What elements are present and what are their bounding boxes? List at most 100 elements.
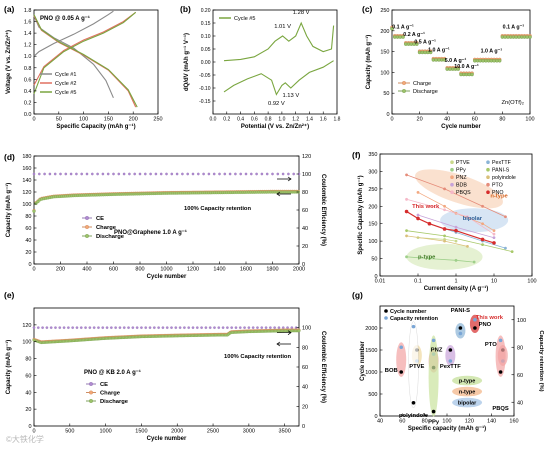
region-label: p-type (459, 379, 476, 385)
series-line-cycle5 (223, 60, 334, 96)
ce-point (36, 326, 40, 329)
x-tick-label: 140 (487, 419, 496, 425)
ce-point (244, 172, 248, 176)
x-axis-label: Cycle number (147, 274, 187, 280)
discharge-point (470, 72, 474, 77)
ce-point (174, 326, 178, 329)
ce-point (59, 172, 62, 176)
y-tick-label: 60 (25, 373, 31, 379)
region-n-type (415, 169, 503, 209)
ce-point (178, 326, 182, 329)
x-tick-label: 0.2 (223, 117, 230, 123)
ce-point (54, 326, 57, 329)
discharge-point (36, 200, 40, 204)
x-tick-label: 3000 (243, 429, 255, 435)
ce-point (255, 172, 258, 176)
legend-label: PNO (492, 190, 503, 196)
y-tick-label: 40 (25, 390, 31, 396)
y-tick-label: 40 (25, 238, 31, 244)
x-tick-label: 100 (79, 117, 88, 123)
x-tick-label: 0.0 (210, 117, 217, 123)
cycle-point-bob (399, 370, 404, 374)
ce-point (92, 326, 96, 329)
panel-label: (d) (4, 152, 15, 162)
x-tick-label: 1800 (266, 267, 278, 273)
series-point-ppy (454, 258, 458, 262)
y-tick-label: 180 (22, 154, 31, 160)
y-tick-label: 0 (28, 424, 31, 430)
discharge-point (528, 35, 532, 39)
discharge-point (297, 329, 301, 333)
x-tick-label: 80 (422, 419, 428, 425)
ce-point (170, 326, 173, 329)
peak-label: 0.92 V (268, 101, 285, 107)
x-tick-label: 20 (417, 117, 423, 123)
x-tick-label: 200 (56, 267, 65, 273)
peak-label: 1.28 V (293, 10, 310, 16)
ce-point (148, 326, 152, 329)
legend-marker (486, 160, 490, 164)
x-tick-label: 400 (82, 267, 91, 273)
ce-point (221, 326, 225, 329)
x-tick-label: 80 (499, 117, 505, 123)
plot-frame (33, 9, 159, 115)
x-tick-label: 0.6 (251, 117, 258, 123)
y-tick-label: 0.6 (24, 77, 32, 83)
y2-tick-label: 100 (302, 172, 311, 178)
x-tick-label: 1000 (160, 267, 172, 273)
y-axis-label: Cycle number (360, 340, 366, 380)
x-tick-label: 40 (377, 419, 383, 425)
ce-point (62, 326, 66, 329)
cycle-point-ppy (431, 409, 436, 414)
legend-label: Charge (96, 225, 117, 231)
series-line-cycle5 (33, 14, 138, 108)
ce-point (276, 172, 280, 176)
rate-label: 0.1 A g⁻¹ (503, 25, 525, 31)
y-tick-label: 140 (22, 178, 31, 184)
ce-point (265, 172, 269, 176)
ce-point (135, 326, 139, 329)
legend-label: PBQS (456, 190, 471, 196)
ce-point (290, 326, 294, 329)
series-line-pto (406, 174, 506, 218)
x-tick-label: 3500 (279, 429, 291, 435)
ce-point (234, 172, 237, 176)
ce-point (292, 172, 296, 176)
x-tick-label: 100 (527, 279, 536, 285)
ce-point (271, 172, 274, 176)
region-label: n-type (490, 194, 508, 200)
y-tick-label: 1500 (365, 348, 377, 354)
x-axis-label: Potential (V vs. Zn/Zn²⁺) (241, 123, 309, 130)
ce-point (32, 172, 36, 176)
ce-point (67, 326, 70, 329)
material-range-bob (396, 342, 407, 377)
rate-label: 1.0 A g⁻¹ (428, 48, 450, 54)
x-tick-label: 60 (399, 419, 405, 425)
material-range-pbqs (495, 335, 506, 377)
x-axis-label: Current density (A g⁻¹) (424, 285, 489, 292)
series-point-pto (405, 173, 408, 177)
y2-tick-label: 20 (302, 244, 308, 250)
ce-point (217, 326, 221, 329)
legend-marker (486, 182, 490, 187)
ce-point (234, 326, 238, 329)
discharge-point (428, 50, 433, 55)
ce-point (91, 172, 94, 176)
material-label: PNO (479, 322, 492, 328)
legend-marker (450, 167, 454, 172)
ce-point (69, 172, 73, 176)
y-tick-label: -0.15 (199, 99, 211, 105)
ce-point (183, 326, 186, 329)
x-tick-label: 1.6 (320, 117, 327, 123)
y-tick-label: 80 (25, 214, 31, 220)
ce-point (165, 172, 168, 176)
x-tick-label: 1000 (99, 429, 111, 435)
series-line-cycle5 (223, 21, 335, 62)
x-axis-label: Cycle number (147, 436, 187, 442)
ce-point (71, 326, 74, 329)
legend-marker (384, 309, 388, 313)
ce-point (110, 326, 113, 329)
ce-point (153, 326, 156, 329)
legend-label: Cycle #5 (55, 90, 76, 96)
panel-label: (a) (4, 4, 15, 14)
